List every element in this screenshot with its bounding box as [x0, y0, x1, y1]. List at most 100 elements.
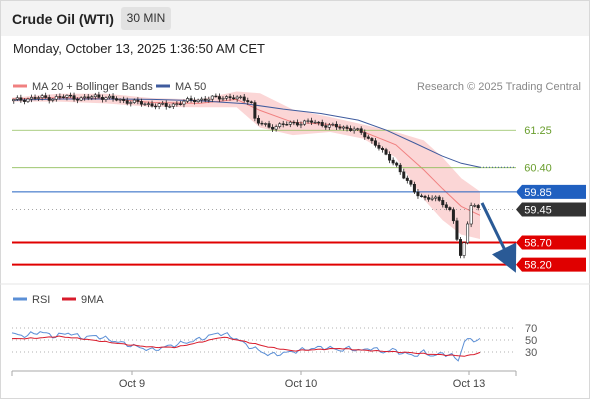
- candle-up: [196, 99, 200, 102]
- candle-up: [239, 96, 243, 99]
- support-label: 58.70: [524, 238, 552, 250]
- candle-up: [29, 97, 33, 100]
- candle-down: [76, 99, 80, 101]
- candle-down: [458, 239, 462, 256]
- candle-down: [125, 100, 129, 104]
- candle-down: [122, 99, 126, 101]
- candle-up: [12, 99, 16, 102]
- candle-up: [278, 123, 282, 127]
- candle-up: [200, 98, 204, 101]
- rsi-ma-legend-label: 9MA: [81, 294, 104, 306]
- candle-up: [299, 123, 303, 126]
- candle-up: [40, 95, 44, 98]
- candle-down: [33, 97, 37, 99]
- candle-up: [313, 121, 317, 124]
- candle-down: [373, 140, 377, 146]
- rsi-ma-line: [11, 335, 481, 357]
- candle-down: [100, 97, 104, 100]
- candle-down: [178, 103, 182, 105]
- candle-down: [334, 123, 338, 128]
- candle-up: [83, 96, 87, 99]
- candle-down: [19, 97, 23, 101]
- bollinger-legend-label: MA 20 + Bollinger Bands: [32, 81, 153, 93]
- candle-up: [132, 99, 136, 103]
- candle-down: [69, 94, 73, 97]
- candle-down: [58, 96, 62, 98]
- timeframe-badge[interactable]: 30 MIN: [121, 7, 171, 30]
- rsi-legend-label: RSI: [32, 294, 50, 306]
- x-tick-label: Oct 9: [119, 378, 145, 390]
- candle-down: [61, 96, 65, 98]
- candle-up: [147, 103, 151, 105]
- candle-up: [469, 205, 473, 225]
- instrument-title: Crude Oil (WTI): [12, 11, 114, 27]
- candle-down: [437, 196, 441, 201]
- candle-down: [412, 183, 416, 193]
- candle-up: [51, 98, 55, 101]
- candle-up: [221, 97, 225, 100]
- candle-down: [260, 122, 264, 125]
- candle-up: [462, 242, 466, 256]
- rsi-tick-label: 70: [525, 323, 537, 335]
- candle-up: [26, 98, 30, 102]
- candle-down: [359, 128, 363, 133]
- candle-up: [430, 197, 434, 200]
- candle-down: [402, 171, 406, 179]
- candle-up: [306, 120, 310, 122]
- candle-up: [65, 94, 69, 98]
- candle-up: [356, 128, 360, 130]
- candle-down: [189, 98, 193, 101]
- candle-down: [324, 125, 328, 128]
- candle-up: [182, 100, 186, 105]
- x-tick-label: Oct 13: [453, 378, 485, 390]
- candle-down: [398, 164, 402, 173]
- candle-down: [136, 99, 140, 102]
- candle-down: [295, 122, 299, 126]
- candle-up: [207, 98, 211, 101]
- candle-down: [232, 97, 236, 100]
- candle-down: [150, 103, 154, 107]
- candle-down: [86, 96, 90, 99]
- candle-down: [391, 159, 395, 164]
- candle-up: [473, 205, 477, 207]
- candle-down: [441, 200, 445, 206]
- candle-down: [423, 195, 427, 198]
- candle-down: [405, 177, 409, 181]
- candle-down: [366, 136, 370, 139]
- candle-down: [242, 96, 246, 101]
- candle-down: [427, 197, 431, 200]
- candle-up: [161, 103, 165, 105]
- candle-down: [451, 209, 455, 222]
- candle-down: [44, 95, 48, 98]
- candle-up: [225, 96, 229, 99]
- candle-down: [370, 138, 374, 142]
- candle-down: [377, 145, 381, 149]
- candle-up: [263, 123, 267, 125]
- candle-down: [164, 103, 168, 107]
- candle-up: [186, 98, 190, 102]
- resistance-label: 61.25: [524, 125, 552, 137]
- support-tag: [516, 257, 586, 272]
- candle-down: [139, 101, 143, 105]
- candle-down: [193, 99, 197, 102]
- candle-up: [108, 95, 112, 98]
- candle-down: [154, 105, 158, 108]
- candle-up: [118, 99, 122, 101]
- pivot-label: 59.85: [524, 187, 552, 199]
- candle-down: [249, 101, 253, 103]
- candle-up: [331, 123, 335, 126]
- candle-down: [281, 123, 285, 125]
- chart-datetime: Monday, October 13, 2025 1:36:50 AM CET: [13, 41, 265, 56]
- support-label: 58.20: [524, 260, 552, 272]
- candle-up: [327, 124, 331, 128]
- candle-up: [302, 120, 306, 125]
- candle-down: [345, 126, 349, 129]
- research-credit: Research © 2025 Trading Central: [417, 81, 581, 93]
- candle-down: [246, 100, 250, 103]
- candle-up: [37, 97, 41, 99]
- candle-up: [79, 97, 83, 101]
- candle-up: [352, 128, 356, 131]
- pivot-tag: [516, 184, 586, 199]
- candle-down: [476, 205, 480, 209]
